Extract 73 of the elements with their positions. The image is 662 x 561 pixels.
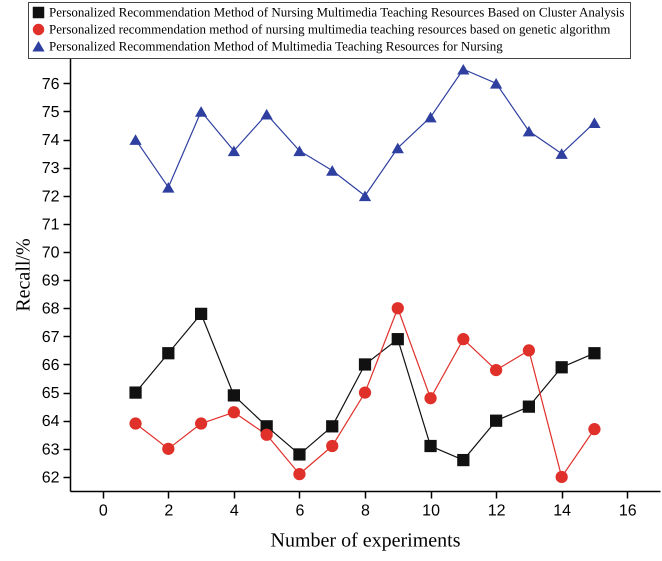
point: [326, 165, 338, 176]
point: [522, 126, 536, 136]
point: [457, 454, 470, 466]
point: [490, 364, 502, 376]
y-tick-label: 72: [42, 188, 60, 206]
point: [194, 106, 208, 117]
x-tick-label: 10: [422, 502, 440, 520]
point: [129, 386, 142, 399]
point: [194, 308, 208, 320]
point: [424, 440, 437, 452]
y-tick-label: 75: [42, 104, 60, 121]
y-tick-label: 76: [42, 76, 60, 93]
point: [424, 392, 437, 404]
point: [522, 344, 536, 357]
point: [392, 302, 404, 314]
point: [522, 400, 536, 413]
point: [556, 361, 568, 374]
point: [228, 145, 240, 156]
point: [129, 134, 142, 145]
point: [424, 112, 437, 122]
point: [162, 347, 174, 360]
point: [556, 470, 568, 484]
point: [358, 190, 372, 202]
point: [129, 417, 142, 430]
legend-label: Personalized recommendation method of nursing multimedia teaching resources based on genetic algorithm: [49, 22, 610, 36]
point: [194, 417, 208, 430]
x-tick-label: 8: [361, 502, 370, 520]
y-tick-label: 66: [42, 356, 60, 374]
y-tick-label: 63: [42, 441, 60, 458]
point: [588, 117, 601, 128]
point: [228, 406, 240, 418]
x-tick-label: 4: [230, 502, 239, 520]
y-tick-label: 67: [42, 328, 60, 346]
point: [588, 347, 601, 360]
point: [358, 358, 372, 371]
legend-label: Personalized Recommendation Method of Nursing Multimedia Teaching Resources Based on Cluster Analysis: [49, 4, 624, 20]
point: [358, 386, 372, 399]
point: [162, 442, 174, 455]
x-tick-label: 6: [295, 502, 304, 520]
point: [490, 414, 502, 427]
y-tick-label: 70: [42, 244, 60, 262]
y-tick-label: 71: [42, 216, 60, 234]
point: [392, 142, 404, 154]
point: [260, 108, 273, 120]
y-tick-label: 65: [42, 385, 60, 402]
point: [556, 148, 568, 159]
point: [260, 428, 273, 441]
y-tick-label: 73: [42, 160, 60, 178]
point: [457, 64, 470, 75]
point: [293, 145, 306, 156]
y-tick-label: 68: [42, 300, 60, 318]
y-tick-label: 69: [42, 272, 60, 290]
point: [588, 423, 601, 436]
x-tick-label: 14: [553, 502, 572, 520]
y-tick-label: 74: [42, 132, 60, 150]
point: [326, 420, 338, 432]
y-axis-title: Recall/%: [12, 238, 35, 312]
point: [392, 333, 404, 346]
point: [457, 333, 470, 346]
y-tick-label: 64: [42, 413, 60, 430]
point: [326, 440, 338, 452]
x-tick-label: 0: [98, 502, 108, 520]
x-tick-label: 2: [164, 502, 174, 520]
x-tick-label: 12: [488, 502, 506, 520]
point: [293, 468, 306, 480]
point: [490, 78, 502, 89]
point: [162, 182, 174, 193]
point: [293, 448, 306, 461]
legend-label: Personalized Recommendation Method of Multimedia Teaching Resources for Nursing: [49, 38, 504, 54]
x-axis-title: Number of experiments: [270, 530, 461, 552]
y-tick-label: 62: [42, 469, 60, 486]
point: [228, 389, 240, 402]
x-tick-label: 16: [618, 502, 637, 520]
